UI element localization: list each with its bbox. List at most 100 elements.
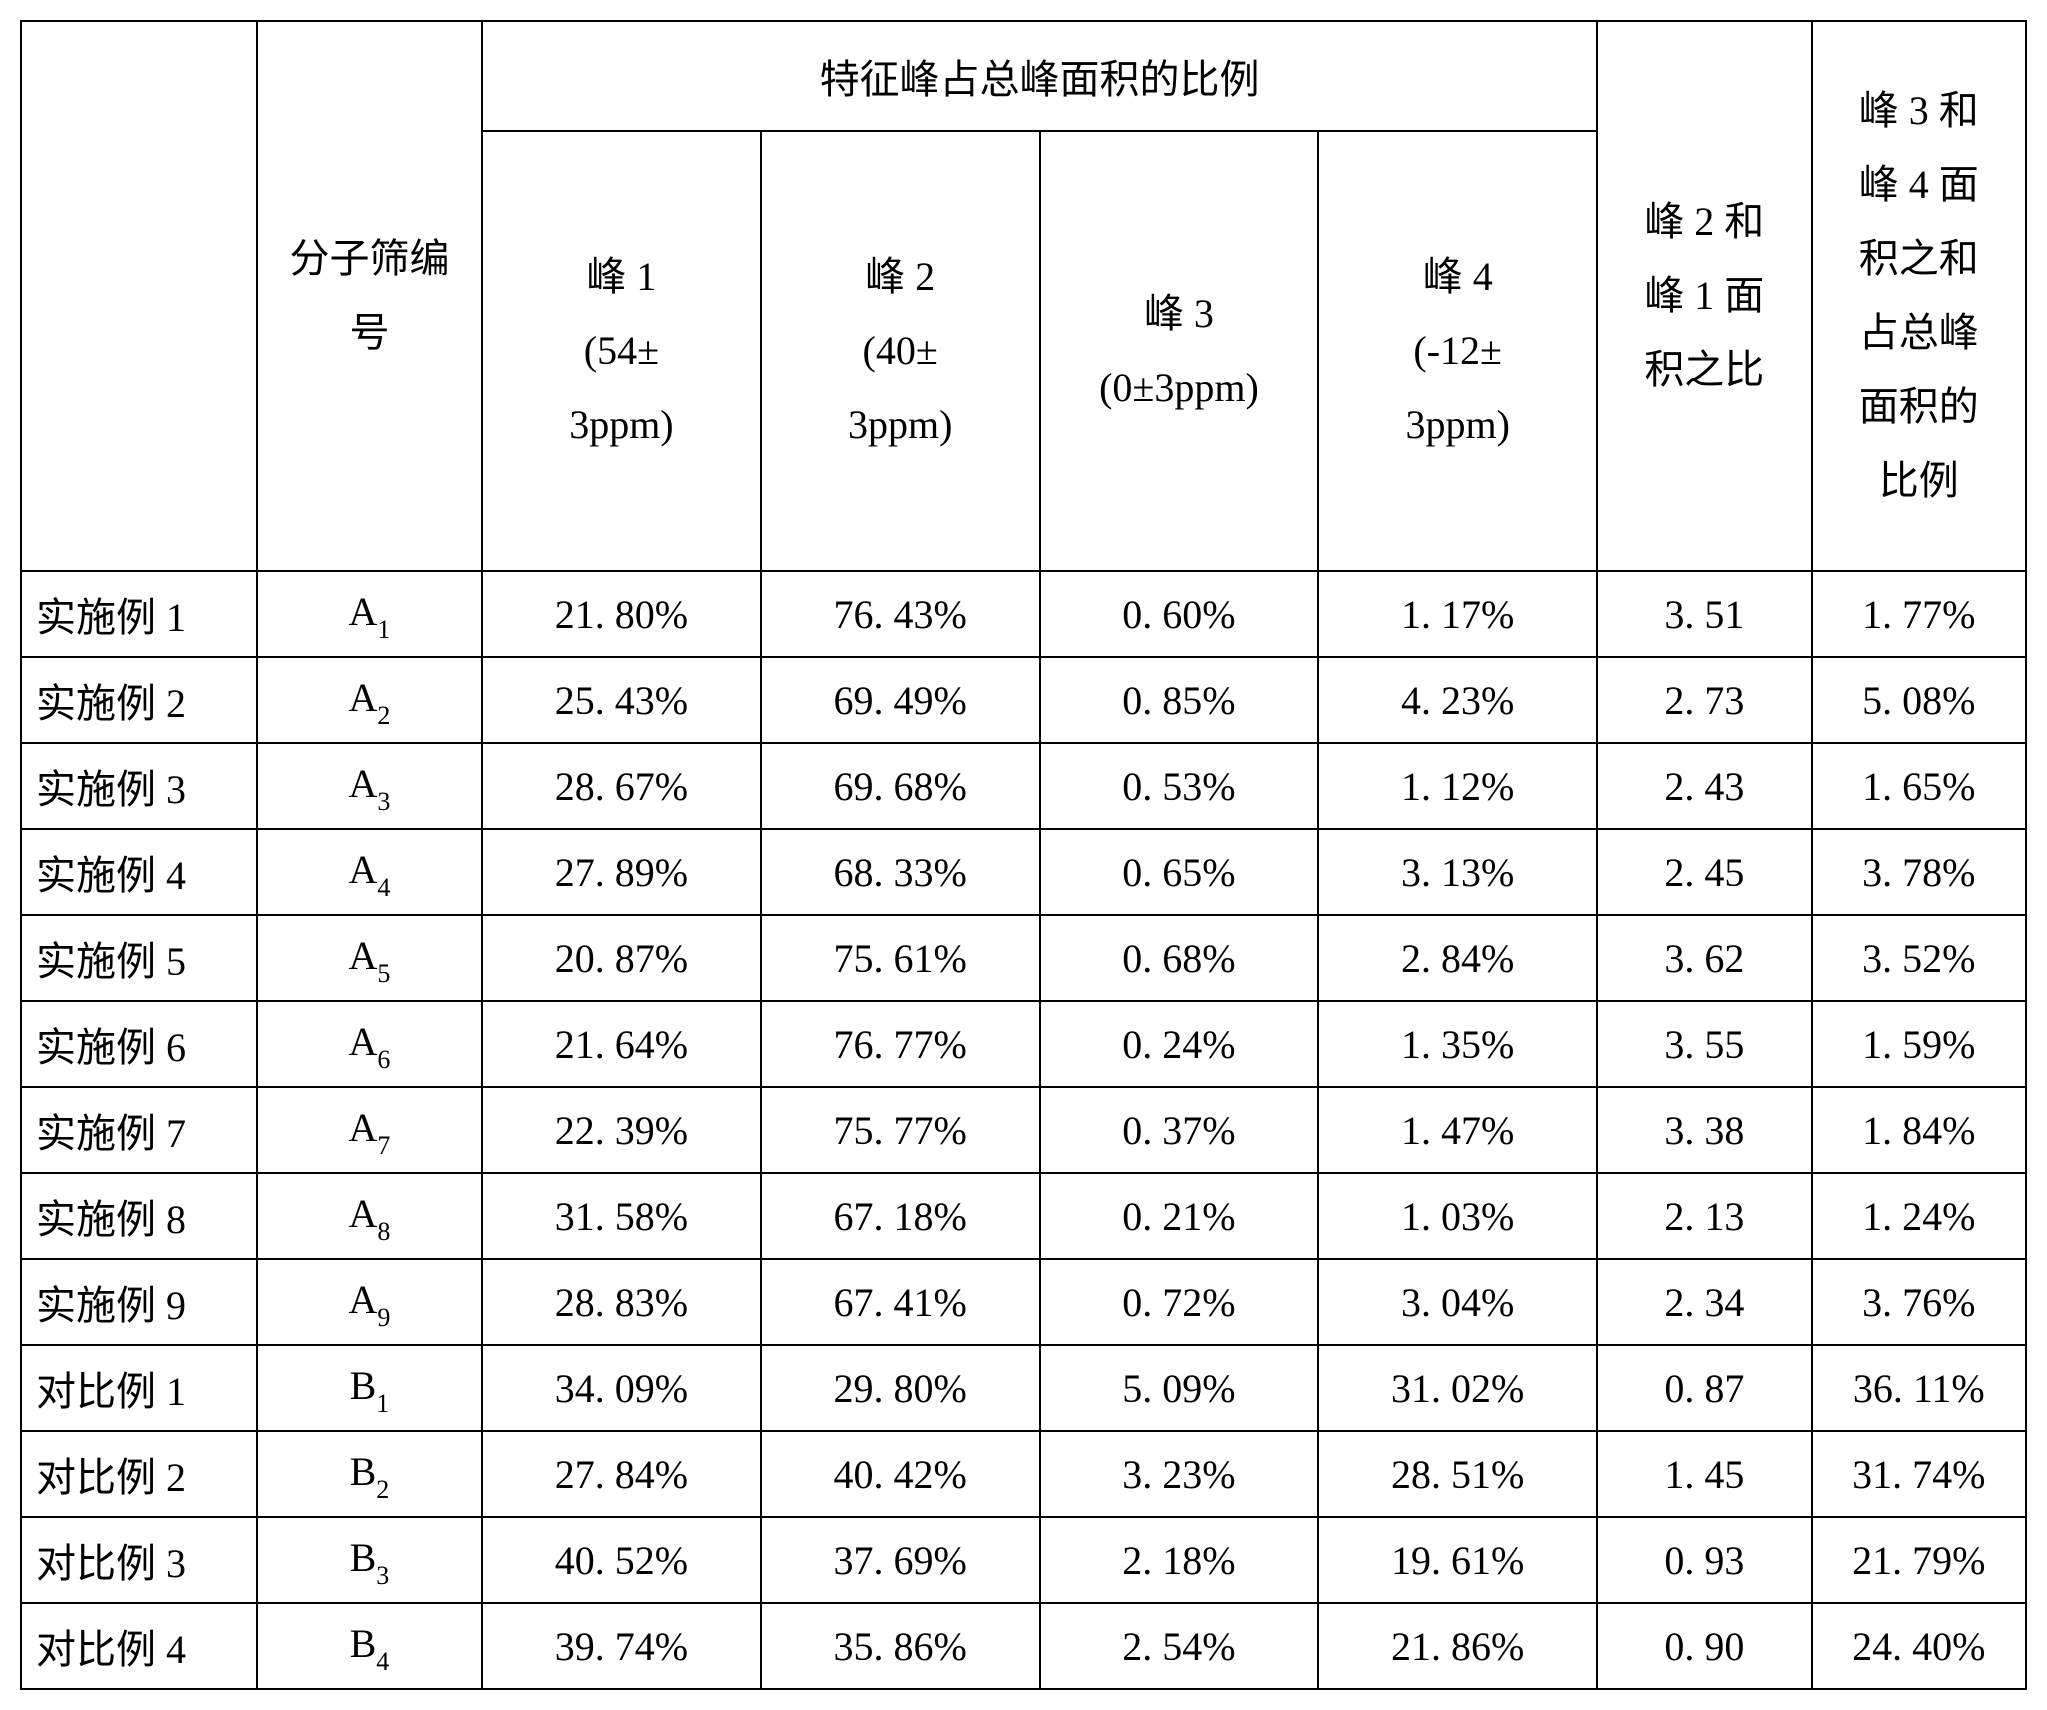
peak1-value: 27. 89% <box>482 829 761 915</box>
header-peak4: 峰 4(-12±3ppm) <box>1318 131 1597 571</box>
molecular-sieve-id: B1 <box>257 1345 482 1431</box>
peak3-value: 0. 65% <box>1040 829 1319 915</box>
molecular-sieve-id: A9 <box>257 1259 482 1345</box>
peak2-value: 40. 42% <box>761 1431 1040 1517</box>
molecular-sieve-id: A2 <box>257 657 482 743</box>
row-label: 实施例 8 <box>21 1173 257 1259</box>
table-row: 实施例 8A831. 58%67. 18%0. 21%1. 03%2. 131.… <box>21 1173 2026 1259</box>
ratio-2-1-value: 0. 90 <box>1597 1603 1811 1689</box>
peak2-value: 76. 43% <box>761 571 1040 657</box>
peak4-value: 1. 03% <box>1318 1173 1597 1259</box>
sum-3-4-value: 5. 08% <box>1812 657 2026 743</box>
molecular-sieve-id: A5 <box>257 915 482 1001</box>
table-row: 对比例 2B227. 84%40. 42%3. 23%28. 51%1. 453… <box>21 1431 2026 1517</box>
peak1-value: 28. 83% <box>482 1259 761 1345</box>
molecular-sieve-id: B4 <box>257 1603 482 1689</box>
table-row: 实施例 3A328. 67%69. 68%0. 53%1. 12%2. 431.… <box>21 743 2026 829</box>
header-peak2: 峰 2(40±3ppm) <box>761 131 1040 571</box>
peak1-value: 21. 80% <box>482 571 761 657</box>
peak4-value: 19. 61% <box>1318 1517 1597 1603</box>
table-row: 实施例 6A621. 64%76. 77%0. 24%1. 35%3. 551.… <box>21 1001 2026 1087</box>
row-label: 实施例 7 <box>21 1087 257 1173</box>
peak1-value: 40. 52% <box>482 1517 761 1603</box>
molecular-sieve-id: B3 <box>257 1517 482 1603</box>
peak2-value: 75. 77% <box>761 1087 1040 1173</box>
ratio-2-1-value: 2. 45 <box>1597 829 1811 915</box>
peak4-value: 1. 17% <box>1318 571 1597 657</box>
table-row: 实施例 9A928. 83%67. 41%0. 72%3. 04%2. 343.… <box>21 1259 2026 1345</box>
ratio-2-1-value: 0. 93 <box>1597 1517 1811 1603</box>
peak1-value: 20. 87% <box>482 915 761 1001</box>
table-row: 实施例 1A121. 80%76. 43%0. 60%1. 17%3. 511.… <box>21 571 2026 657</box>
header-peak-group: 特征峰占总峰面积的比例 <box>482 21 1597 131</box>
ratio-2-1-value: 2. 13 <box>1597 1173 1811 1259</box>
peak2-value: 76. 77% <box>761 1001 1040 1087</box>
sum-3-4-value: 1. 84% <box>1812 1087 2026 1173</box>
peak1-value: 28. 67% <box>482 743 761 829</box>
sum-3-4-value: 3. 76% <box>1812 1259 2026 1345</box>
row-label: 实施例 5 <box>21 915 257 1001</box>
peak4-value: 2. 84% <box>1318 915 1597 1001</box>
peak4-value: 31. 02% <box>1318 1345 1597 1431</box>
peak2-value: 37. 69% <box>761 1517 1040 1603</box>
sum-3-4-value: 31. 74% <box>1812 1431 2026 1517</box>
header-blank <box>21 21 257 571</box>
molecular-sieve-id: A6 <box>257 1001 482 1087</box>
ratio-2-1-value: 3. 62 <box>1597 915 1811 1001</box>
peak1-value: 27. 84% <box>482 1431 761 1517</box>
table-row: 实施例 4A427. 89%68. 33%0. 65%3. 13%2. 453.… <box>21 829 2026 915</box>
peak3-value: 0. 72% <box>1040 1259 1319 1345</box>
peak1-value: 31. 58% <box>482 1173 761 1259</box>
header-molecular-sieve-id: 分子筛编号 <box>257 21 482 571</box>
row-label: 对比例 4 <box>21 1603 257 1689</box>
header-peak1: 峰 1(54±3ppm) <box>482 131 761 571</box>
peak4-value: 1. 35% <box>1318 1001 1597 1087</box>
peak-data-table: 分子筛编号 特征峰占总峰面积的比例 峰 2 和峰 1 面积之比 峰 3 和峰 4… <box>20 20 2027 1690</box>
sum-3-4-value: 24. 40% <box>1812 1603 2026 1689</box>
molecular-sieve-id: A8 <box>257 1173 482 1259</box>
row-label: 实施例 6 <box>21 1001 257 1087</box>
header-peak3: 峰 3(0±3ppm) <box>1040 131 1319 571</box>
ratio-2-1-value: 2. 34 <box>1597 1259 1811 1345</box>
table-row: 实施例 7A722. 39%75. 77%0. 37%1. 47%3. 381.… <box>21 1087 2026 1173</box>
peak2-value: 69. 49% <box>761 657 1040 743</box>
peak3-value: 5. 09% <box>1040 1345 1319 1431</box>
molecular-sieve-id: A3 <box>257 743 482 829</box>
molecular-sieve-id: A4 <box>257 829 482 915</box>
sum-3-4-value: 3. 52% <box>1812 915 2026 1001</box>
table-row: 对比例 4B439. 74%35. 86%2. 54%21. 86%0. 902… <box>21 1603 2026 1689</box>
peak1-value: 22. 39% <box>482 1087 761 1173</box>
ratio-2-1-value: 2. 73 <box>1597 657 1811 743</box>
row-label: 实施例 1 <box>21 571 257 657</box>
peak3-value: 0. 53% <box>1040 743 1319 829</box>
peak4-value: 3. 04% <box>1318 1259 1597 1345</box>
peak2-value: 67. 18% <box>761 1173 1040 1259</box>
peak3-value: 0. 60% <box>1040 571 1319 657</box>
ratio-2-1-value: 3. 55 <box>1597 1001 1811 1087</box>
row-label: 实施例 3 <box>21 743 257 829</box>
peak4-value: 21. 86% <box>1318 1603 1597 1689</box>
peak2-value: 67. 41% <box>761 1259 1040 1345</box>
peak4-value: 1. 47% <box>1318 1087 1597 1173</box>
peak2-value: 68. 33% <box>761 829 1040 915</box>
sum-3-4-value: 1. 77% <box>1812 571 2026 657</box>
peak1-value: 34. 09% <box>482 1345 761 1431</box>
sum-3-4-value: 21. 79% <box>1812 1517 2026 1603</box>
peak2-value: 35. 86% <box>761 1603 1040 1689</box>
molecular-sieve-id: A7 <box>257 1087 482 1173</box>
header-ratio-2-1: 峰 2 和峰 1 面积之比 <box>1597 21 1811 571</box>
molecular-sieve-id: B2 <box>257 1431 482 1517</box>
header-sum-3-4: 峰 3 和峰 4 面积之和占总峰面积的比例 <box>1812 21 2026 571</box>
peak1-value: 25. 43% <box>482 657 761 743</box>
peak3-value: 0. 85% <box>1040 657 1319 743</box>
table-row: 对比例 3B340. 52%37. 69%2. 18%19. 61%0. 932… <box>21 1517 2026 1603</box>
ratio-2-1-value: 2. 43 <box>1597 743 1811 829</box>
peak3-value: 0. 21% <box>1040 1173 1319 1259</box>
table-row: 实施例 5A520. 87%75. 61%0. 68%2. 84%3. 623.… <box>21 915 2026 1001</box>
peak3-value: 2. 18% <box>1040 1517 1319 1603</box>
sum-3-4-value: 3. 78% <box>1812 829 2026 915</box>
table-row: 对比例 1B134. 09%29. 80%5. 09%31. 02%0. 873… <box>21 1345 2026 1431</box>
sum-3-4-value: 1. 65% <box>1812 743 2026 829</box>
molecular-sieve-id: A1 <box>257 571 482 657</box>
table-row: 实施例 2A225. 43%69. 49%0. 85%4. 23%2. 735.… <box>21 657 2026 743</box>
